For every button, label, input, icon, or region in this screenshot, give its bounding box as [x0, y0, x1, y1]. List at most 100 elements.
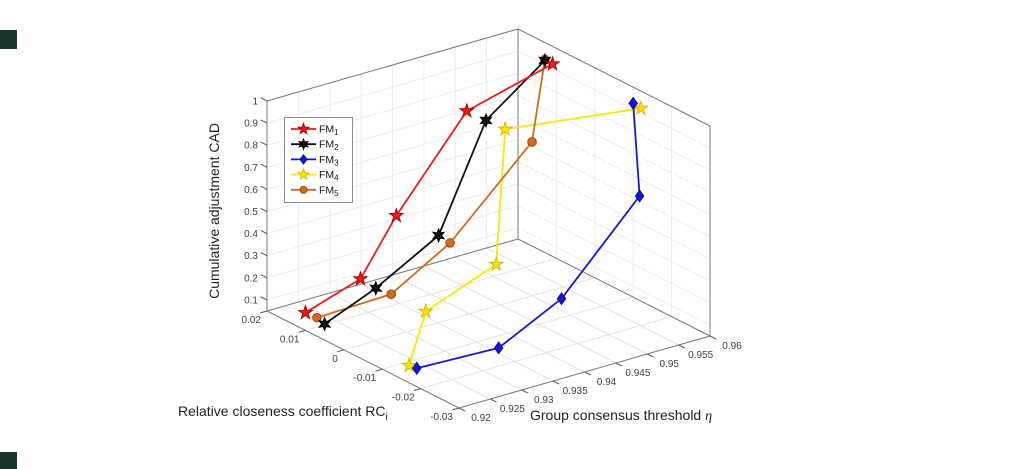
axis-tick [490, 398, 497, 403]
z-tick-label: 0.5 [244, 207, 258, 218]
x-tick-label: 0.96 [722, 341, 742, 352]
x-tick-label: 0.955 [688, 350, 713, 361]
data-point-marker-pentagram [400, 356, 418, 373]
axis-tick [647, 353, 654, 358]
data-point-marker-pentagram [417, 302, 434, 319]
data-point-marker-diamond [299, 153, 308, 165]
grid-line [392, 274, 585, 373]
y-tick-label: 0.02 [242, 315, 262, 326]
data-point-marker-diamond [493, 341, 504, 355]
box-edge [517, 238, 711, 337]
data-point-marker-pentagram [496, 120, 514, 137]
legend-label-subscript: 2 [334, 143, 339, 152]
axis-tick [375, 368, 383, 372]
legend-entry-label: FM3 [319, 154, 339, 168]
grid-line [486, 247, 679, 346]
x-axis-label: Group consensus threshold η [530, 407, 712, 424]
grid-line [343, 277, 595, 351]
series-FM2 [317, 52, 552, 332]
axis-tick [260, 97, 268, 102]
left-edge-artifact-bottom [0, 452, 17, 469]
data-point-marker-hexagram [369, 280, 383, 296]
y-axis-label: Relative closeness coefficient RCi [178, 403, 388, 423]
grid-line [266, 50, 519, 124]
legend-label-subscript: 5 [334, 189, 339, 198]
data-point-marker-diamond [556, 292, 567, 306]
grid-line [455, 256, 648, 355]
legend-entry-FM4: FM4 [291, 167, 339, 183]
legend-entry-label: FM2 [319, 139, 339, 153]
legend-entry-FM3: FM3 [291, 153, 339, 168]
box-edge [266, 28, 519, 102]
axis-tick [260, 185, 268, 190]
data-point-marker-pentagram [352, 270, 369, 286]
axis-tick [260, 119, 268, 124]
data-point-marker-hexagram [431, 227, 446, 244]
axis-tick [413, 388, 421, 391]
wall-back-right [518, 29, 710, 336]
axis-tick [260, 229, 268, 235]
grid-line [305, 257, 557, 331]
series-group [297, 52, 649, 375]
data-point-marker-pentagram [388, 207, 405, 223]
legend-entry-label: FM5 [319, 184, 339, 198]
z-tick-label: 0.3 [244, 251, 258, 262]
grid-line [517, 139, 711, 237]
z-tick-label: 0.9 [244, 119, 258, 130]
grid-line [517, 116, 711, 215]
grid-line [517, 183, 711, 282]
x-tick-label: 0.95 [660, 359, 680, 370]
z-tick-label: 0.6 [244, 185, 258, 196]
z-tick-label: 0.2 [244, 273, 258, 284]
grid-line [517, 227, 711, 326]
y-tick-label: -0.01 [353, 373, 376, 384]
y-tick-label: -0.02 [392, 393, 415, 404]
data-point-marker-diamond [628, 96, 639, 110]
axis-tick [260, 252, 268, 257]
axis-tick [452, 407, 460, 411]
data-point-marker-pentagram [296, 121, 311, 135]
legend-label-subscript: 3 [334, 158, 339, 167]
x-tick-label: 0.935 [563, 386, 588, 397]
z-tick-label: 0.7 [244, 163, 258, 174]
x-tick-label: 0.925 [500, 404, 525, 415]
axis-tick [298, 329, 306, 333]
data-point-marker-pentagram [297, 304, 314, 320]
axis-tick [260, 207, 268, 212]
axis-tick [260, 141, 268, 146]
axis-tick [260, 274, 268, 279]
legend-entry-FM1: FM1 [291, 121, 339, 137]
axis-tick [584, 371, 591, 376]
data-point-marker-diamond [411, 361, 422, 375]
x-tick-label: 0.94 [597, 377, 617, 388]
axis-tick [260, 310, 268, 314]
axis-tick [709, 335, 717, 340]
axis-labels: Cumulative adjustment CAD Relative close… [178, 123, 712, 424]
y-tick-label: 0.01 [280, 334, 300, 345]
data-point-marker-circle [312, 312, 322, 323]
grid-line [517, 205, 711, 304]
grid-line [382, 296, 634, 370]
legend-entry-FM5: FM5 [291, 184, 339, 198]
data-point-marker-hexagram [317, 316, 332, 332]
data-point-marker-circle [386, 289, 396, 299]
legend-label-subscript: 4 [334, 174, 339, 183]
x-tick-label: 0.945 [625, 368, 650, 379]
left-edge-artifact-top [0, 30, 17, 49]
grid-line [517, 94, 711, 193]
axis-ticks [260, 97, 717, 412]
x-tick-label: 0.93 [534, 395, 554, 406]
axis-tick [260, 163, 268, 168]
axis-tick [678, 344, 686, 349]
z-tick-label: 1 [252, 97, 258, 108]
z-axis-label: Cumulative adjustment CAD [206, 123, 222, 299]
grid-line [298, 301, 491, 400]
tick-labels: 0.1 0.2 0.3 0.4 0.5 0.6 0.7 0.8 0.9 1 0.02 0.01 0 -0.… [242, 97, 743, 425]
data-point-marker-diamond [634, 189, 645, 203]
grid-line [517, 72, 711, 171]
box-edge [266, 310, 460, 409]
axis-tick [336, 349, 344, 353]
grid-line [517, 161, 711, 260]
